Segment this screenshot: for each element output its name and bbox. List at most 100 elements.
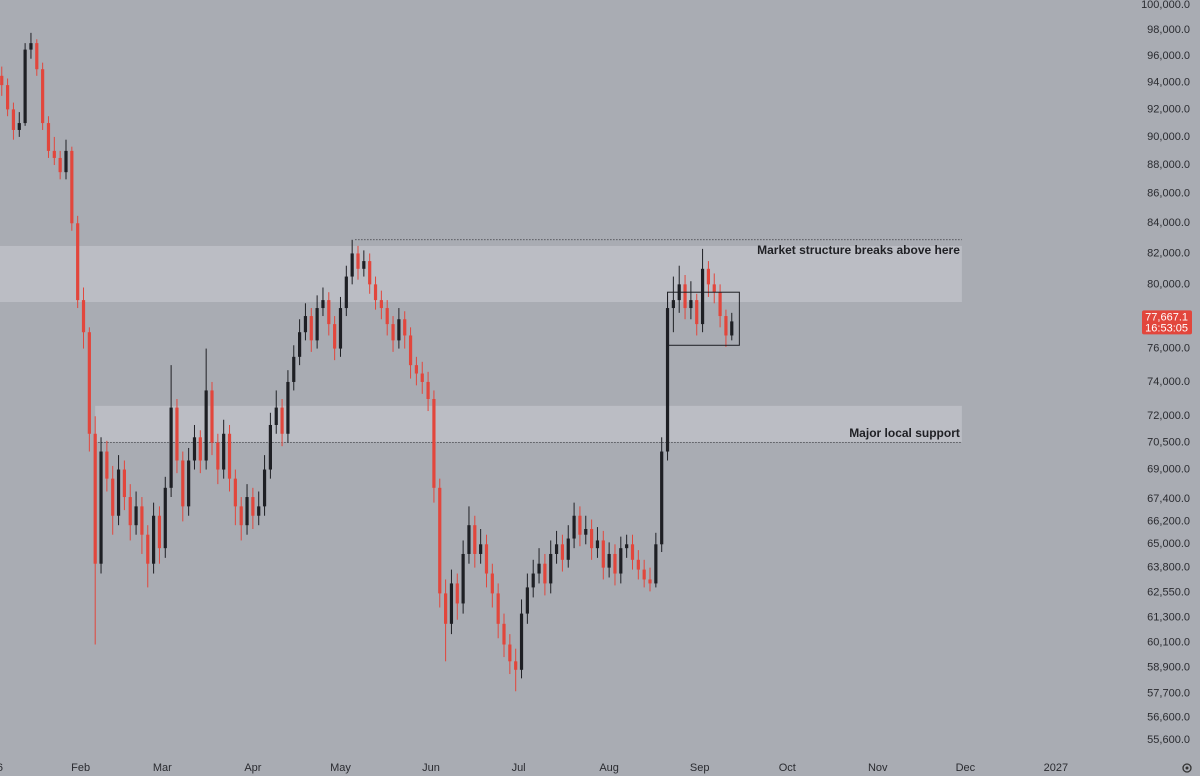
candle-body xyxy=(473,525,477,554)
candle-body xyxy=(502,623,506,645)
candle-body xyxy=(181,460,185,507)
candle-body xyxy=(333,324,337,349)
x-tick-label: Aug xyxy=(599,762,619,774)
candle-body xyxy=(315,308,319,341)
candle-body xyxy=(490,573,494,594)
y-tick-label: 55,600.0 xyxy=(1147,734,1190,746)
candle-body xyxy=(660,451,664,545)
candle-body xyxy=(46,123,51,151)
candle-body xyxy=(140,506,144,535)
candle-body xyxy=(549,553,553,584)
candle-body xyxy=(175,407,179,461)
y-tick-label: 80,000.0 xyxy=(1147,278,1190,290)
candle-body xyxy=(385,308,389,325)
candle-body xyxy=(280,407,284,434)
candle-body xyxy=(449,583,454,624)
candle-body xyxy=(356,253,360,269)
y-tick-label: 76,000.0 xyxy=(1147,342,1190,354)
candle-body xyxy=(636,559,640,570)
candle-body xyxy=(607,553,611,568)
candle-body xyxy=(619,548,623,574)
candle-body xyxy=(187,460,191,507)
candle-body xyxy=(671,300,675,309)
x-tick-label: Jul xyxy=(512,762,526,774)
candle-body xyxy=(368,261,372,285)
candle-body xyxy=(408,335,413,366)
candle-body xyxy=(64,150,68,173)
y-tick-label: 90,000.0 xyxy=(1147,131,1190,143)
candle-body xyxy=(560,544,565,560)
candle-body xyxy=(525,587,529,614)
candle-body xyxy=(519,613,524,670)
y-tick-label: 70,500.0 xyxy=(1147,437,1190,449)
y-tick-label: 94,000.0 xyxy=(1147,76,1190,88)
candle-body xyxy=(426,381,430,399)
candle-body xyxy=(461,553,465,604)
candle-body xyxy=(216,442,220,470)
candle-body xyxy=(192,437,197,461)
candle-body xyxy=(514,661,518,670)
y-tick-label: 72,000.0 xyxy=(1147,410,1190,422)
candle-body xyxy=(327,300,331,325)
candle-body xyxy=(683,284,687,309)
y-tick-label: 74,000.0 xyxy=(1147,376,1190,388)
candle-body xyxy=(116,469,121,516)
candle-body xyxy=(146,534,150,564)
y-tick-label: 88,000.0 xyxy=(1147,159,1190,171)
annotation: Market structure breaks above here xyxy=(757,243,960,257)
candle-body xyxy=(222,433,226,470)
candle-body xyxy=(274,407,278,425)
candle-body xyxy=(338,308,343,349)
zone xyxy=(95,405,962,442)
candle-body xyxy=(397,319,401,341)
x-tick-label: Nov xyxy=(868,762,888,774)
candle-body xyxy=(239,506,243,526)
candle-body xyxy=(595,540,600,549)
candle-body xyxy=(537,563,541,574)
zone xyxy=(0,245,962,303)
candle-body xyxy=(566,538,570,560)
candle-body xyxy=(87,332,91,434)
candle-body xyxy=(403,319,407,336)
candle-body xyxy=(706,268,711,285)
candle-body xyxy=(724,316,728,336)
candle-body xyxy=(625,544,629,549)
zones: Market structure breaks above here Major … xyxy=(0,239,962,444)
candle-body xyxy=(227,433,232,479)
candle-body xyxy=(344,276,348,309)
y-tick-label: 69,000.0 xyxy=(1147,463,1190,475)
range-box xyxy=(667,291,740,346)
candle-body xyxy=(572,515,576,539)
candle-body xyxy=(303,316,308,333)
y-tick-label: 65,000.0 xyxy=(1147,538,1190,550)
candle-body xyxy=(444,593,448,624)
candle-body xyxy=(590,528,594,549)
candle-body xyxy=(70,150,74,224)
settings-icon[interactable] xyxy=(1182,763,1192,773)
candle-body xyxy=(23,49,27,124)
candle-body xyxy=(531,573,535,588)
y-tick-label: 92,000.0 xyxy=(1147,103,1190,115)
candle-body xyxy=(169,407,173,488)
y-tick-label: 61,300.0 xyxy=(1147,612,1190,624)
candle-body xyxy=(362,261,366,269)
candle-body xyxy=(286,381,290,434)
candle-body xyxy=(391,324,395,341)
candle-body xyxy=(29,43,33,50)
candle-body xyxy=(52,150,56,158)
y-tick-label: 67,400.0 xyxy=(1147,493,1190,505)
x-tick-label: Oct xyxy=(779,762,796,774)
y-tick-label: 66,200.0 xyxy=(1147,515,1190,527)
candle-body xyxy=(122,469,126,498)
candle-body xyxy=(601,540,605,568)
candle-body xyxy=(379,300,383,309)
candle-body xyxy=(41,69,45,124)
candle-body xyxy=(689,300,693,309)
candle-body xyxy=(257,506,261,516)
x-tick-label: Mar xyxy=(153,762,172,774)
candle-body xyxy=(350,253,354,277)
candle-body xyxy=(210,390,214,443)
candle-body xyxy=(712,284,716,293)
